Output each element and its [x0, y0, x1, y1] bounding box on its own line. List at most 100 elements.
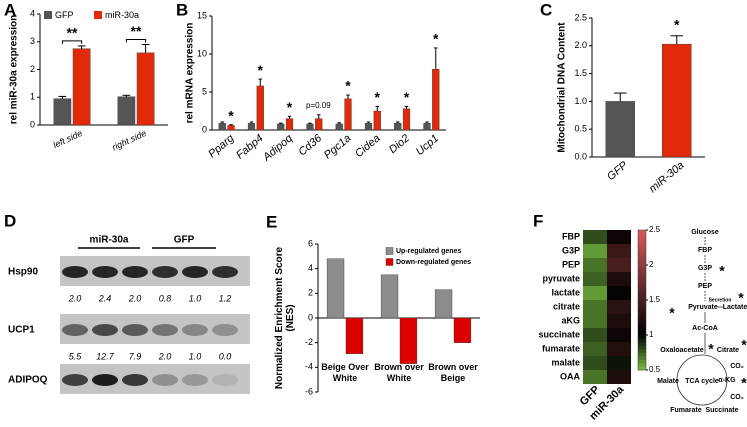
colorbar-step — [638, 240, 646, 245]
pathway-node: Ac-CoA — [692, 325, 718, 332]
panel-label: A — [4, 0, 16, 19]
bar — [344, 98, 352, 131]
colorbar-step — [638, 275, 646, 280]
heat-cell — [583, 258, 607, 272]
blot-row-label: Hsp90 — [8, 267, 38, 278]
row-label: citrate — [553, 301, 580, 311]
legend-label: Down-regulated genes — [396, 259, 471, 266]
bar — [277, 123, 285, 131]
bar — [256, 85, 264, 131]
y-label-box: Normalized Enrichment Score (NES) — [274, 246, 296, 390]
legend-label: miR-30a — [105, 10, 139, 20]
colorbar-step — [638, 261, 646, 266]
heat-cell — [583, 314, 607, 328]
y-axis-label: Normalized Enrichment Score (NES) — [274, 246, 296, 390]
blot-group-label: miR-30a — [90, 235, 129, 246]
colorbar-step — [638, 314, 646, 318]
heat-cell — [583, 328, 607, 342]
y-axis-label: Mitochondrial DNA Content — [557, 22, 568, 153]
blot-quant: 5.5 — [69, 351, 83, 361]
y-tick-label: 5 — [202, 86, 207, 96]
y-axis-label: rel mRNA expression — [185, 23, 196, 124]
colorbar-step — [638, 233, 646, 238]
colorbar-step — [638, 247, 646, 252]
blot-quant: 1.2 — [219, 293, 232, 303]
x-tick-box: Brown over Beige — [428, 362, 478, 383]
colorbar-step — [638, 321, 646, 325]
row-label: OAA — [560, 371, 581, 381]
pathway-star: * — [719, 263, 725, 279]
y-tick-label: 0 — [30, 119, 35, 129]
heat-cell — [607, 272, 631, 286]
significance-bracket — [61, 40, 83, 44]
colorbar-step — [638, 265, 646, 269]
colorbar-step — [638, 268, 646, 273]
pathway-node: Citrate — [717, 347, 739, 354]
blot-band — [182, 374, 208, 386]
bar — [136, 52, 155, 126]
heat-cell — [607, 370, 631, 384]
panel-label: C — [540, 0, 552, 19]
blot-quant: 0.8 — [159, 293, 172, 303]
annotation: * — [287, 99, 293, 115]
colorbar-step — [638, 331, 646, 336]
pathway-node: PEP — [698, 283, 712, 290]
annotation: * — [345, 78, 351, 94]
x-tick-label: Adipoq — [260, 132, 295, 164]
row-label: succinate — [538, 329, 580, 339]
blot-band — [62, 324, 88, 336]
bar — [364, 122, 373, 131]
y-label-group: Normalized Enrichment Score (NES) — [274, 246, 296, 390]
bar — [218, 122, 226, 131]
bar — [399, 317, 418, 364]
colorbar-tick-label: 0.5 — [649, 365, 661, 374]
pathway-node: CO₂ — [730, 363, 744, 370]
heat-cell — [583, 356, 607, 370]
pathway-arrows — [676, 237, 728, 406]
x-tick-label: Ucp1 — [414, 132, 441, 158]
heat-cell — [607, 342, 631, 356]
blot-band — [122, 266, 148, 278]
legend-swatch — [385, 247, 394, 255]
heat-cell — [583, 272, 607, 286]
colorbar-step — [638, 345, 646, 350]
bar — [662, 43, 692, 158]
y-tick-label: -4 — [305, 362, 313, 372]
annotation: * — [674, 16, 680, 32]
colorbar-tick-label: 2 — [649, 260, 654, 269]
y-tick-label: 1.5 — [574, 68, 587, 78]
colorbar-step — [638, 237, 646, 241]
bar — [402, 108, 411, 131]
annotation: ** — [131, 23, 142, 39]
blot-band — [62, 374, 88, 386]
colorbar-step — [638, 366, 646, 371]
x-tick-label: Brown over White — [374, 362, 424, 383]
y-tick-label: 2 — [308, 288, 313, 298]
y-tick-label: -6 — [305, 386, 313, 396]
heat-cell — [607, 244, 631, 258]
x-tick-label: Dio2 — [387, 132, 412, 156]
row-label: FBP — [562, 231, 580, 241]
blot-band — [152, 374, 178, 386]
blot-quant: 12.7 — [96, 351, 115, 361]
pathway-node: Malate — [657, 378, 679, 385]
heat-cell — [583, 370, 607, 384]
y-tick-label: 1.0 — [574, 96, 587, 106]
bar — [72, 48, 91, 126]
significance-bracket — [125, 39, 147, 43]
colorbar-tick-label: 1 — [649, 330, 654, 339]
y-tick-label: 4 — [30, 8, 35, 18]
row-label: G3P — [562, 245, 580, 255]
annotation: * — [258, 62, 264, 78]
colorbar-step — [638, 293, 646, 297]
pathway-star: * — [669, 305, 675, 321]
blot-band — [92, 266, 118, 278]
pathway-star: * — [741, 375, 747, 391]
blot-quant: 2.4 — [98, 293, 112, 303]
bar — [394, 122, 402, 131]
pathway-node: FBP — [698, 247, 712, 254]
colorbar-step — [638, 286, 646, 290]
pathway-node: G3P — [698, 265, 712, 272]
bar — [434, 289, 453, 319]
y-tick-label: 0 — [308, 312, 313, 322]
